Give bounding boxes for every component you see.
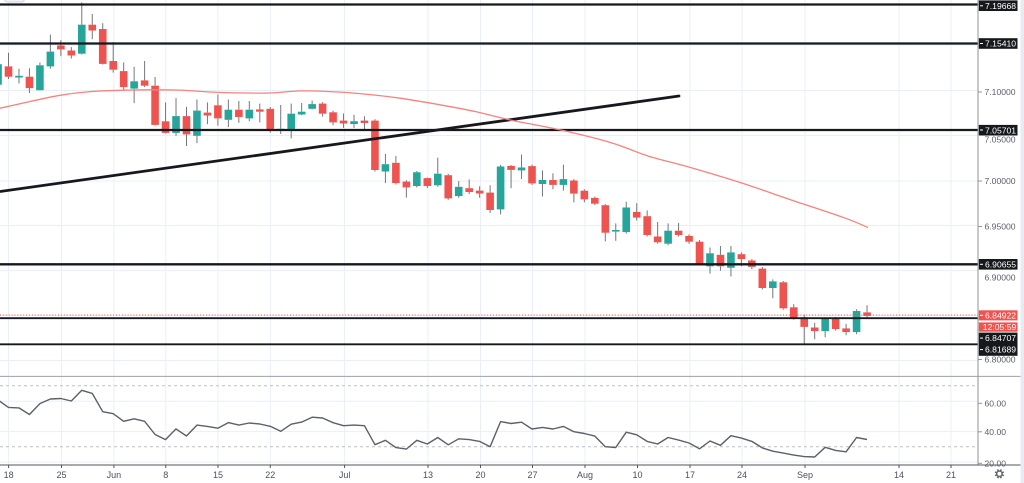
- svg-text:21: 21: [946, 470, 956, 480]
- svg-text:6.81689: 6.81689: [985, 345, 1016, 355]
- svg-text:Aug: Aug: [577, 470, 593, 480]
- svg-text:15: 15: [213, 470, 223, 480]
- svg-text:10: 10: [632, 470, 642, 480]
- svg-text:7.05000: 7.05000: [985, 135, 1016, 145]
- svg-text:20: 20: [475, 470, 485, 480]
- svg-text:Jul: Jul: [339, 470, 351, 480]
- svg-text:14: 14: [894, 470, 904, 480]
- svg-text:22: 22: [265, 470, 275, 480]
- svg-text:24: 24: [737, 470, 747, 480]
- svg-text:8: 8: [163, 470, 168, 480]
- svg-text:20.00: 20.00: [985, 458, 1007, 468]
- svg-text:6.90655: 6.90655: [985, 259, 1016, 269]
- svg-text:12:05:59: 12:05:59: [983, 322, 1017, 332]
- svg-text:Sep: Sep: [797, 470, 813, 480]
- svg-text:25: 25: [56, 470, 66, 480]
- svg-text:6.90000: 6.90000: [985, 273, 1016, 283]
- svg-text:6.84707: 6.84707: [985, 333, 1016, 343]
- svg-text:7.05701: 7.05701: [985, 125, 1016, 135]
- svg-text:Jun: Jun: [107, 470, 122, 480]
- svg-text:13: 13: [423, 470, 433, 480]
- svg-text:17: 17: [685, 470, 695, 480]
- svg-text:7.19668: 7.19668: [985, 1, 1016, 11]
- svg-text:7.15410: 7.15410: [985, 39, 1016, 49]
- svg-text:6.95000: 6.95000: [985, 222, 1016, 232]
- svg-text:6.80000: 6.80000: [985, 355, 1016, 365]
- svg-text:6.84922: 6.84922: [985, 310, 1016, 320]
- svg-text:7.00000: 7.00000: [985, 176, 1016, 186]
- svg-text:40.00: 40.00: [985, 427, 1007, 437]
- svg-text:27: 27: [527, 470, 537, 480]
- svg-text:60.00: 60.00: [985, 398, 1007, 408]
- svg-text:18: 18: [4, 470, 14, 480]
- svg-text:7.10000: 7.10000: [985, 87, 1016, 97]
